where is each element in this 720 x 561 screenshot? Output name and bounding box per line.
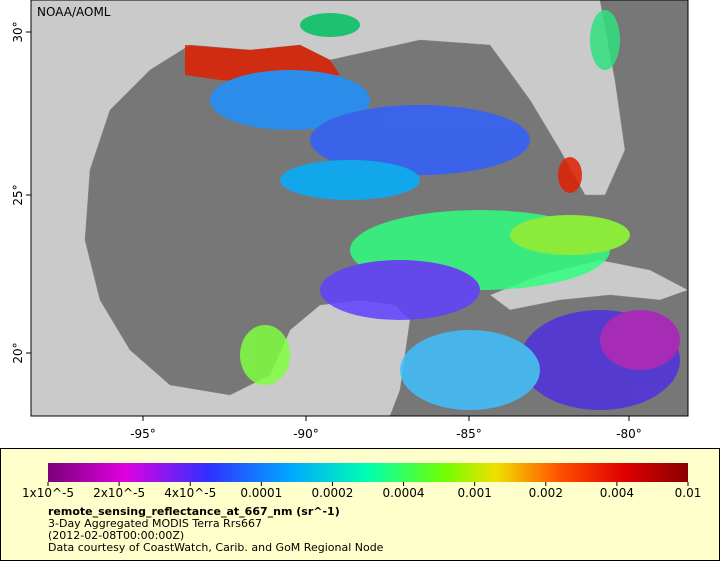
colorbar-label: 0.001 <box>457 486 491 500</box>
colorbar-label: 0.004 <box>600 486 634 500</box>
y-tick-label: 20° <box>11 342 25 363</box>
y-tick-label: 30° <box>11 21 25 42</box>
colorbar-label: 1x10^-5 <box>22 486 74 500</box>
y-tick-label: 25° <box>11 184 25 205</box>
x-axis: -95° -90° -85° -80° <box>130 416 642 441</box>
x-tick-label: -95° <box>130 427 156 441</box>
x-tick-label: -90° <box>293 427 319 441</box>
variable-name: remote_sensing_reflectance_at_667_nm (sr… <box>48 505 340 518</box>
colorbar-labels: 1x10^-5 2x10^-5 4x10^-5 0.0001 0.0002 0.0004 0… <box>22 482 701 500</box>
x-tick-label: -85° <box>456 427 482 441</box>
colorbar <box>48 463 688 482</box>
x-tick-label: -80° <box>616 427 642 441</box>
colorbar-label: 0.0004 <box>383 486 425 500</box>
map-frame <box>30 0 689 417</box>
colorbar-label: 0.01 <box>675 486 702 500</box>
colorbar-label: 2x10^-5 <box>93 486 145 500</box>
reflectance-imagery <box>185 10 680 410</box>
credit: Data courtesy of CoastWatch, Carib. and … <box>48 541 384 554</box>
watermark: NOAA/AOML <box>37 5 111 19</box>
y-axis: 30° 25° 20° <box>11 21 31 364</box>
date: (2012-02-08T00:00:00Z) <box>48 529 184 542</box>
colorbar-label: 0.0001 <box>240 486 282 500</box>
colorbar-label: 0.002 <box>529 486 563 500</box>
colorbar-label: 4x10^-5 <box>164 486 216 500</box>
colorbar-label: 0.0002 <box>311 486 353 500</box>
map: NOAA/AOML <box>31 0 688 416</box>
product: 3-Day Aggregated MODIS Terra Rrs667 <box>48 517 262 530</box>
